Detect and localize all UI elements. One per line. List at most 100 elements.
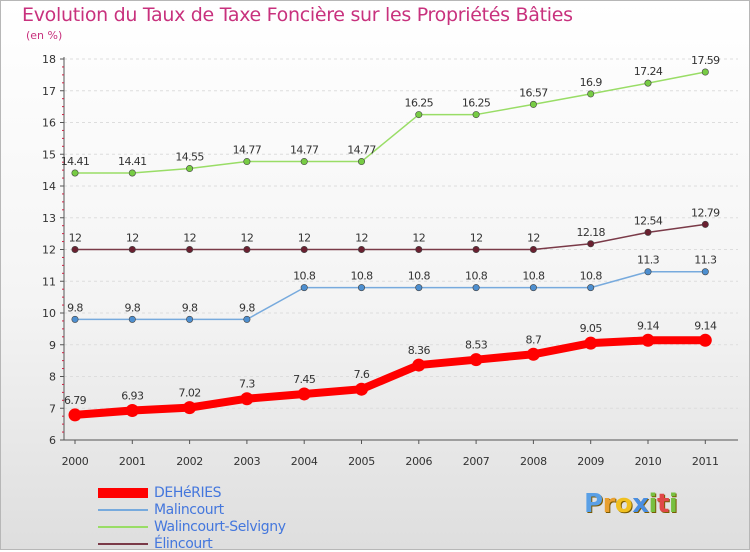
data-label-walincourt-selvigny: 16.25 (405, 97, 434, 110)
data-point-malincourt (71, 315, 79, 323)
data-point-deh-ries (125, 403, 139, 417)
y-tick-label: 13 (42, 212, 56, 225)
legend-item-malincourt: Malincourt (98, 501, 286, 518)
data-point-malincourt (644, 268, 652, 276)
data-point-walincourt-selvigny (128, 169, 136, 177)
data-point--lincourt (415, 246, 423, 254)
chart-legend: DEHéRIES Malincourt Walincourt-Selvigny … (98, 484, 286, 552)
data-point-deh-ries (469, 353, 483, 367)
data-label--lincourt: 12.54 (634, 214, 663, 227)
logo-letter: i (648, 489, 658, 519)
data-label-deh-ries: 9.14 (694, 319, 717, 332)
data-label-malincourt: 10.8 (522, 270, 545, 283)
data-label--lincourt: 12 (470, 232, 483, 245)
data-point--lincourt (529, 246, 537, 254)
data-label--lincourt: 12 (412, 232, 425, 245)
data-point-deh-ries (641, 333, 655, 347)
data-label-walincourt-selvigny: 14.77 (347, 144, 376, 157)
x-tick-label: 2006 (405, 455, 432, 468)
y-tick-label: 12 (42, 244, 56, 257)
data-point--lincourt (357, 246, 365, 254)
data-label-deh-ries: 7.02 (179, 387, 201, 400)
x-tick-label: 2004 (291, 455, 318, 468)
logo-letter: i (668, 489, 678, 519)
logo-letter: t (656, 489, 669, 519)
data-point-deh-ries (412, 358, 426, 372)
data-label-deh-ries: 8.7 (526, 333, 542, 346)
legend-item-elincourt: Élincourt (98, 535, 286, 552)
data-label-walincourt-selvigny: 14.55 (175, 151, 204, 164)
data-label-deh-ries: 6.79 (64, 394, 87, 407)
data-label-walincourt-selvigny: 17.59 (691, 54, 720, 67)
logo-letter: P (584, 489, 603, 519)
y-tick-label: 8 (49, 371, 56, 384)
y-tick-label: 6 (49, 434, 56, 447)
legend-label-malincourt: Malincourt (154, 501, 224, 518)
data-label-deh-ries: 7.6 (354, 368, 370, 381)
x-tick-label: 2005 (348, 455, 375, 468)
data-label-walincourt-selvigny: 14.41 (118, 155, 147, 168)
data-label-malincourt: 10.8 (465, 270, 488, 283)
data-point-deh-ries (297, 387, 311, 401)
legend-item-walincourt-selvigny: Walincourt-Selvigny (98, 518, 286, 535)
data-point--lincourt (587, 240, 595, 248)
data-point-malincourt (128, 315, 136, 323)
data-point--lincourt (701, 220, 709, 228)
data-point-deh-ries (68, 408, 82, 422)
data-label-malincourt: 9.8 (182, 301, 198, 314)
data-label-deh-ries: 6.93 (121, 389, 144, 402)
data-point-malincourt (243, 315, 251, 323)
data-label-malincourt: 11.3 (637, 254, 660, 267)
legend-item-deheries: DEHéRIES (98, 484, 286, 501)
x-tick-label: 2002 (176, 455, 203, 468)
y-tick-label: 17 (42, 85, 56, 98)
proxiti-logo: Proxiti (584, 489, 678, 519)
data-label-deh-ries: 9.05 (580, 322, 603, 335)
data-label-malincourt: 9.8 (67, 301, 83, 314)
data-label--lincourt: 12 (355, 232, 368, 245)
data-label-walincourt-selvigny: 16.9 (580, 76, 603, 89)
data-label--lincourt: 12 (527, 232, 540, 245)
data-label-malincourt: 9.8 (124, 301, 140, 314)
y-tick-label: 14 (42, 180, 56, 193)
data-label--lincourt: 12.18 (576, 226, 605, 239)
data-label-malincourt: 11.3 (694, 254, 717, 267)
data-label-walincourt-selvigny: 16.25 (462, 97, 491, 110)
data-point-walincourt-selvigny (415, 111, 423, 119)
data-point-walincourt-selvigny (529, 100, 537, 108)
data-label--lincourt: 12 (183, 232, 196, 245)
data-point--lincourt (186, 246, 194, 254)
chart-unit-label: (en %) (26, 29, 63, 42)
logo-letter: x (632, 489, 649, 519)
x-tick-label: 2010 (635, 455, 662, 468)
data-label-malincourt: 10.8 (408, 270, 431, 283)
legend-label-walincourt-selvigny: Walincourt-Selvigny (154, 518, 286, 535)
x-tick-label: 2011 (692, 455, 719, 468)
x-tick-label: 2008 (520, 455, 547, 468)
series-line-malincourt (74, 270, 707, 321)
x-tick-label: 2000 (62, 455, 89, 468)
data-point-malincourt (186, 315, 194, 323)
data-point-malincourt (472, 284, 480, 292)
data-point-malincourt (529, 284, 537, 292)
y-tick-label: 9 (49, 339, 56, 352)
data-label--lincourt: 12 (240, 232, 253, 245)
data-label-walincourt-selvigny: 17.24 (634, 65, 663, 78)
legend-label-deheries: DEHéRIES (154, 484, 222, 501)
logo-letter: o (614, 489, 633, 519)
chart-title: Evolution du Taux de Taxe Foncière sur l… (22, 4, 573, 26)
data-point-malincourt (701, 268, 709, 276)
legend-swatch-deheries (98, 487, 148, 498)
series-line-walincourt-selvigny (74, 71, 707, 174)
data-label--lincourt: 12 (126, 232, 139, 245)
legend-swatch-walincourt-selvigny (98, 525, 148, 528)
data-point-walincourt-selvigny (243, 158, 251, 166)
y-tick-label: 16 (42, 117, 56, 130)
data-label-walincourt-selvigny: 14.77 (290, 144, 319, 157)
data-label-walincourt-selvigny: 16.57 (519, 86, 548, 99)
legend-swatch-malincourt (98, 508, 148, 511)
data-point-walincourt-selvigny (587, 90, 595, 98)
data-label-malincourt: 9.8 (239, 301, 255, 314)
